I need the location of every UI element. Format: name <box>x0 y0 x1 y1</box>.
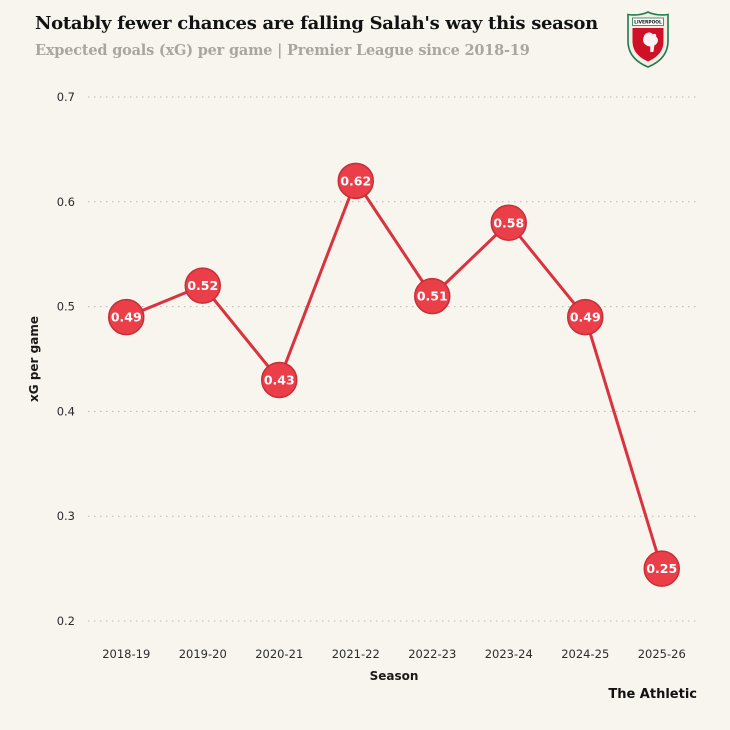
y-tick-label: 0.5 <box>57 300 75 314</box>
data-point-marker <box>490 204 527 242</box>
data-point-label: 0.49 <box>111 310 142 325</box>
x-tick-label: 2020-21 <box>255 647 303 661</box>
data-point-marker <box>108 298 145 336</box>
data-point-marker <box>337 162 374 200</box>
x-tick-label: 2023-24 <box>485 647 533 661</box>
data-point-label: 0.25 <box>646 561 677 576</box>
x-tick-label: 2024-25 <box>561 647 609 661</box>
x-tick-label: 2019-20 <box>179 647 227 661</box>
x-tick-label: 2018-19 <box>102 647 150 661</box>
xg-line-chart: 0.2 0.3 0.4 0.5 0.6 0.7 xG per game 2018-19 2019… <box>27 90 700 683</box>
data-point-marker <box>184 267 221 304</box>
data-point-label: 0.49 <box>570 310 601 325</box>
y-tick-label: 0.4 <box>57 404 75 418</box>
data-point-label: 0.51 <box>417 289 448 304</box>
page-title: Notably fewer chances are falling Salah'… <box>35 13 598 34</box>
y-tick-label: 0.7 <box>57 90 75 104</box>
data-point-marker <box>261 361 298 399</box>
liverpool-crest-icon: LIVERPOOL <box>626 11 670 72</box>
data-point-label: 0.43 <box>264 372 295 387</box>
crest-banner-text: LIVERPOOL <box>634 20 662 26</box>
data-point-marker <box>567 298 604 336</box>
data-point-label: 0.58 <box>493 215 524 230</box>
y-axis-label: xG per game <box>27 316 41 402</box>
athletic-logo: The Athletic <box>608 687 697 702</box>
data-point-marker <box>414 277 451 315</box>
x-tick-label: 2021-22 <box>332 647 380 661</box>
y-tick-label: 0.3 <box>57 509 75 523</box>
x-axis-label: Season <box>370 669 419 683</box>
x-tick-label: 2025-26 <box>638 647 686 661</box>
data-point-label: 0.52 <box>187 278 218 293</box>
page-subtitle: Expected goals (xG) per game | Premier L… <box>35 42 530 59</box>
data-point-marker <box>643 550 680 587</box>
x-tick-label: 2022-23 <box>408 647 456 661</box>
data-point-label: 0.62 <box>340 173 371 188</box>
line-series <box>124 179 664 571</box>
y-tick-label: 0.2 <box>57 614 75 628</box>
y-tick-label: 0.6 <box>57 195 75 209</box>
